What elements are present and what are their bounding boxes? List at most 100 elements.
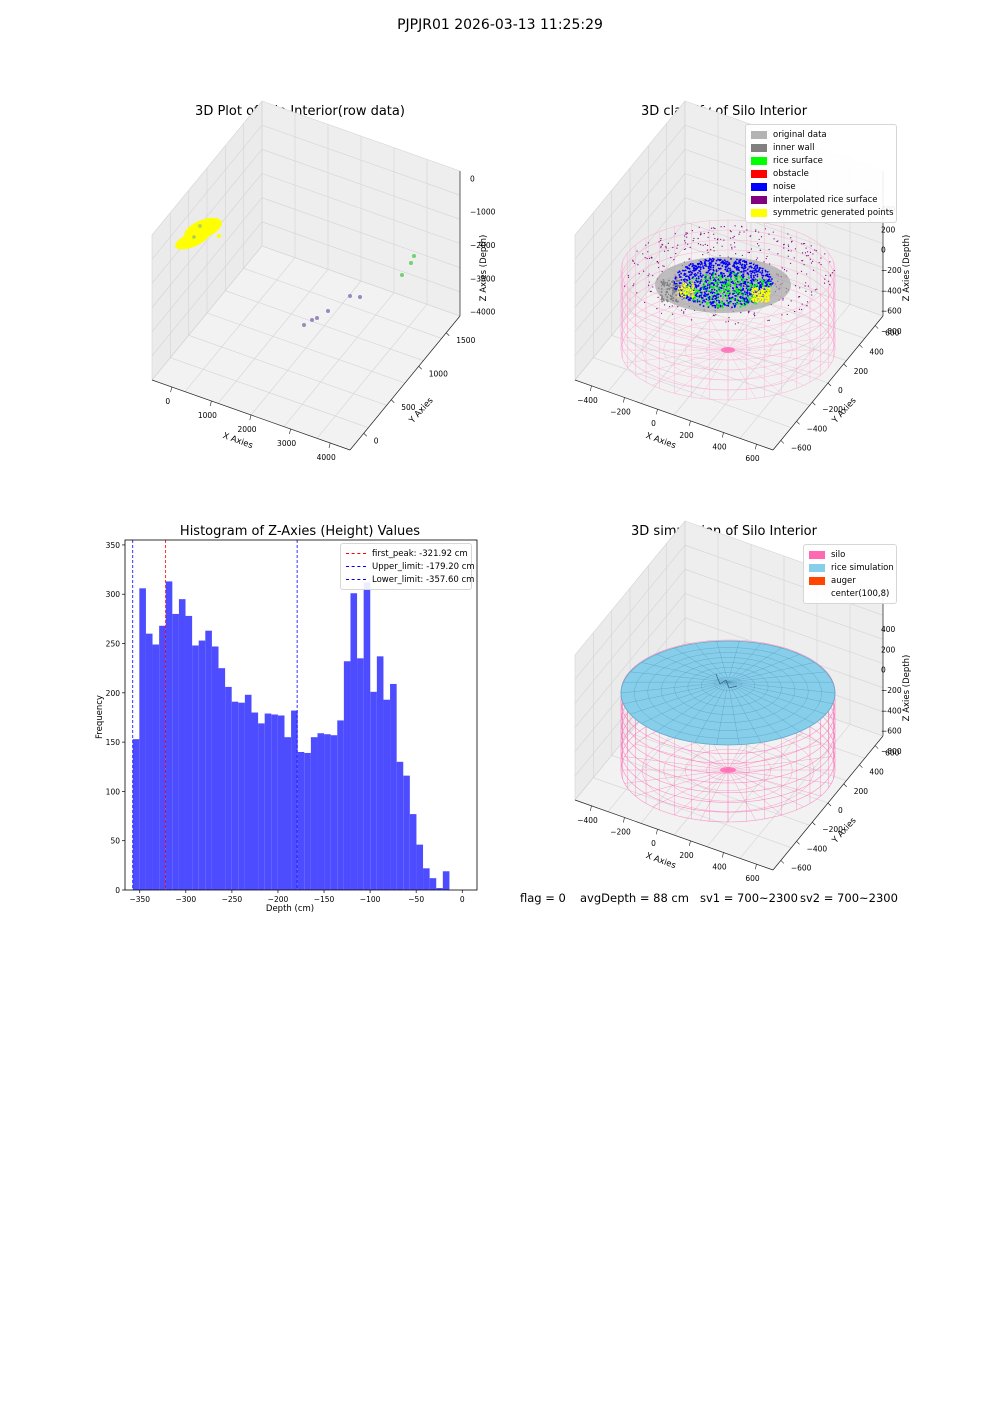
legend-swatch — [809, 551, 825, 559]
histogram-bar — [443, 871, 450, 890]
histogram-x-tick-label: −100 — [360, 895, 381, 904]
histogram-bar — [364, 582, 371, 890]
histogram-bar — [278, 715, 285, 890]
legend-label: original data — [773, 130, 827, 140]
histogram-y-tick-label: 300 — [106, 590, 121, 599]
histogram-bar — [397, 762, 404, 890]
legend-label: inner wall — [773, 143, 814, 153]
legend-label: first_peak: -321.92 cm — [372, 549, 468, 559]
status-sv2: sv2 = 700~2300 — [800, 891, 898, 905]
histogram-bar — [186, 616, 193, 890]
histogram-bar — [331, 735, 338, 890]
plot4-legend: silo rice simulation auger center(100,8) — [803, 544, 897, 604]
histogram-bar — [383, 700, 390, 890]
legend-swatch — [751, 183, 767, 191]
plot2-legend-item: interpolated rice surface — [751, 193, 891, 206]
histogram-bar — [416, 845, 423, 890]
histogram-bar — [225, 687, 232, 890]
histogram-bar — [199, 641, 206, 890]
histogram-x-tick-label: −200 — [268, 895, 289, 904]
legend-dash-swatch — [346, 566, 366, 567]
legend-label: interpolated rice surface — [773, 195, 878, 205]
legend-label: silo — [831, 550, 845, 560]
histogram-bar — [139, 588, 146, 890]
histogram-bar — [232, 702, 239, 890]
status-avg-depth: avgDepth = 88 cm — [580, 891, 689, 905]
histogram-y-tick-label: 0 — [115, 886, 120, 895]
legend-label: rice surface — [773, 156, 823, 166]
histogram-bar — [159, 626, 166, 890]
histogram-bar — [403, 776, 410, 890]
histogram-bar — [205, 631, 212, 890]
histogram-y-tick-label: 250 — [106, 640, 121, 649]
histogram-bar — [430, 878, 437, 890]
histogram-bar — [238, 703, 245, 890]
histogram-bar — [311, 737, 318, 890]
histogram-x-tick-label: −250 — [222, 895, 243, 904]
plot4-legend-item: center(100,8) — [809, 587, 891, 600]
histogram-legend-item: first_peak: -321.92 cm — [346, 547, 466, 560]
plot2-legend: original data inner wall rice surface obsta… — [745, 124, 897, 223]
histogram-legend-item: Lower_limit: -357.60 cm — [346, 573, 466, 586]
histogram-bar — [377, 656, 384, 890]
plot2-legend-item: rice surface — [751, 154, 891, 167]
legend-swatch — [809, 590, 825, 598]
histogram-bar — [265, 714, 272, 890]
histogram-bar — [153, 645, 160, 890]
legend-label: center(100,8) — [831, 589, 889, 599]
legend-label: auger — [831, 576, 856, 586]
histogram-bar — [133, 739, 140, 890]
plot4-legend-item: silo — [809, 548, 891, 561]
legend-swatch — [751, 131, 767, 139]
histogram-bar — [146, 634, 153, 890]
histogram-legend-item: Upper_limit: -179.20 cm — [346, 560, 466, 573]
legend-label: Lower_limit: -357.60 cm — [372, 575, 474, 585]
histogram-bar — [172, 614, 179, 890]
histogram-bar — [370, 692, 377, 890]
histogram-x-tick-label: −300 — [176, 895, 197, 904]
legend-label: rice simulation — [831, 563, 894, 573]
histogram-bar — [284, 737, 291, 890]
histogram-bar — [258, 723, 265, 890]
plot4-legend-item: rice simulation — [809, 561, 891, 574]
histogram-bar — [179, 599, 186, 890]
legend-swatch — [751, 157, 767, 165]
histogram-bar — [304, 753, 311, 890]
histogram-bar — [271, 715, 278, 890]
histogram-x-tick-label: −50 — [408, 895, 424, 904]
legend-swatch — [809, 577, 825, 585]
legend-label: noise — [773, 182, 796, 192]
histogram-bar — [344, 661, 351, 890]
histogram-bar — [219, 668, 226, 890]
histogram-bar — [212, 646, 219, 890]
histogram-x-tick-label: −350 — [129, 895, 150, 904]
histogram-y-tick-label: 50 — [110, 837, 120, 846]
plot2-legend-item: inner wall — [751, 141, 891, 154]
histogram-xlabel: Depth (cm) — [266, 904, 314, 914]
status-sv1: sv1 = 700~2300 — [700, 891, 798, 905]
legend-swatch — [751, 196, 767, 204]
legend-label: obstacle — [773, 169, 809, 179]
histogram-bar — [357, 658, 364, 890]
histogram-bar — [324, 734, 331, 890]
legend-swatch — [751, 144, 767, 152]
status-flag: flag = 0 — [520, 891, 566, 905]
plot2-legend-item: obstacle — [751, 167, 891, 180]
histogram-y-tick-label: 350 — [106, 541, 121, 550]
legend-swatch — [751, 170, 767, 178]
legend-label: symmetric generated points — [773, 208, 894, 218]
histogram-y-tick-label: 150 — [106, 738, 121, 747]
histogram-bar — [298, 752, 305, 890]
plot2-legend-item: noise — [751, 180, 891, 193]
legend-dash-swatch — [346, 579, 366, 580]
histogram-bar — [337, 720, 344, 890]
histogram-bar — [245, 695, 252, 890]
legend-label: Upper_limit: -179.20 cm — [372, 562, 475, 572]
histogram-bar — [251, 713, 258, 890]
histogram-bar — [390, 684, 397, 890]
legend-swatch — [751, 209, 767, 217]
plot2-legend-item: symmetric generated points — [751, 206, 891, 219]
histogram-bar — [317, 733, 324, 890]
histogram-bar — [423, 868, 430, 890]
